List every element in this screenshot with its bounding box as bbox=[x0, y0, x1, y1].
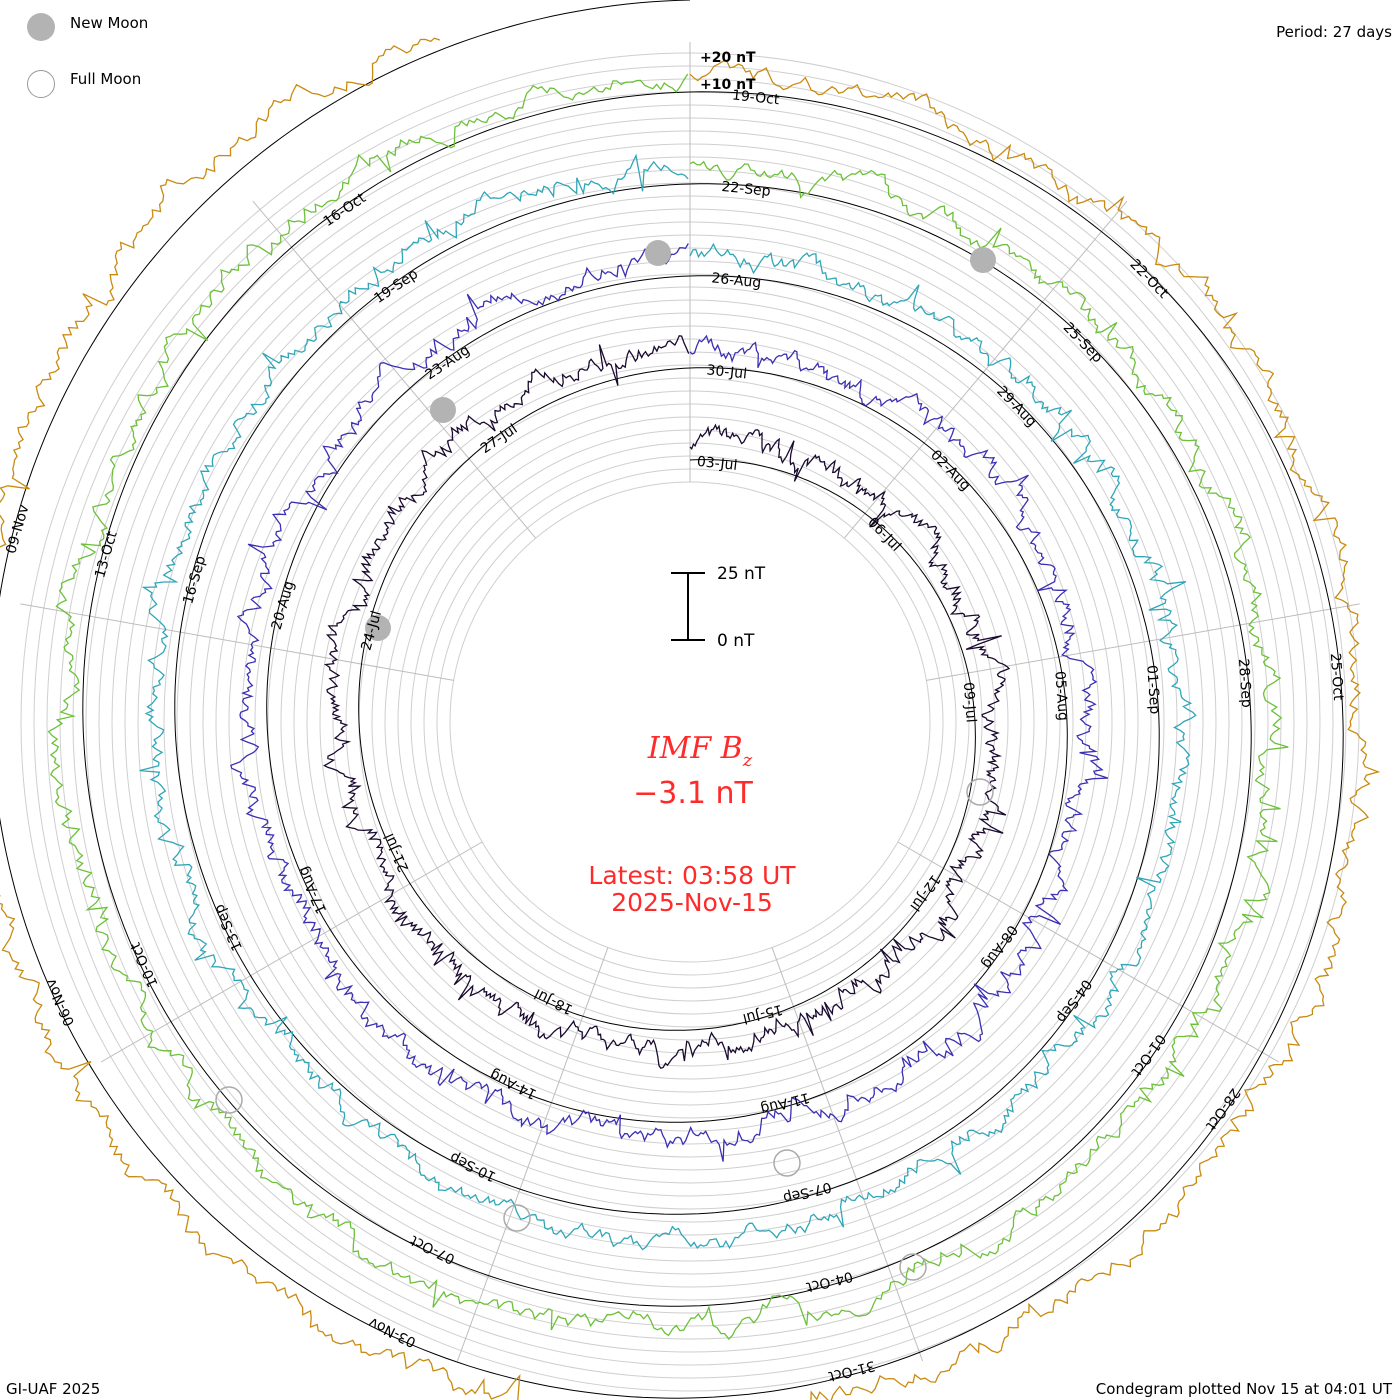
date-label: 26-Aug bbox=[711, 270, 762, 291]
new-moon-marker bbox=[365, 615, 391, 641]
date-label: 19-Oct bbox=[731, 87, 780, 108]
scale-bar: 25 nT 0 nT bbox=[671, 564, 766, 651]
date-label: 10-Oct bbox=[128, 939, 162, 989]
date-label: 16-Sep bbox=[180, 554, 209, 606]
ring-label-20: +20 nT bbox=[700, 50, 756, 66]
day-spoke bbox=[771, 947, 924, 1362]
ring-labels: +20 nT +10 nT bbox=[700, 50, 756, 93]
period-label: Period: 27 days bbox=[1276, 23, 1392, 41]
full-moon-marker bbox=[503, 1204, 531, 1232]
new-moon-legend-icon bbox=[27, 13, 55, 41]
new-moon-marker bbox=[430, 397, 456, 423]
date-label: 16-Oct bbox=[321, 190, 370, 230]
date-label: 30-Jul bbox=[706, 362, 748, 382]
date-label: 09-Nov bbox=[3, 503, 32, 556]
footer-plot-time: Condegram plotted Nov 15 at 04:01 UT bbox=[1095, 1380, 1392, 1398]
reference-ring bbox=[358, 390, 1022, 1054]
latest-date: 2025-Nov-15 bbox=[611, 888, 773, 917]
date-label: 06-Jul bbox=[864, 514, 904, 554]
day-spoke bbox=[20, 603, 454, 681]
day-spoke bbox=[843, 200, 1128, 539]
baseline-spiral bbox=[174, 183, 1160, 1215]
bz-trace-cycle-2 bbox=[230, 243, 1109, 1162]
quantity-label: IMF Bz bbox=[647, 731, 753, 771]
date-label: 25-Sep bbox=[1060, 320, 1106, 367]
date-label: 02-Aug bbox=[927, 447, 973, 494]
bz-trace-cycle-5 bbox=[0, 37, 1381, 1400]
full-moon-marker bbox=[899, 1253, 927, 1281]
day-spoke bbox=[100, 841, 483, 1063]
day-spoke bbox=[252, 200, 537, 539]
scale-bar-bottom-label: 0 nT bbox=[717, 631, 755, 651]
new-moon-marker bbox=[970, 247, 996, 273]
date-label: 04-Oct bbox=[804, 1268, 854, 1295]
full-moon-marker bbox=[966, 778, 994, 806]
latest-time: Latest: 03:58 UT bbox=[588, 861, 796, 890]
reference-ring bbox=[384, 416, 996, 1028]
date-label: 10-Sep bbox=[447, 1149, 498, 1185]
bz-trace-cycle-1 bbox=[323, 335, 1011, 1069]
date-label: 17-Aug bbox=[295, 864, 330, 916]
scale-bar-top-label: 25 nT bbox=[717, 564, 766, 584]
date-label: 04-Sep bbox=[1053, 976, 1095, 1025]
full-moon-marker bbox=[215, 1086, 243, 1114]
date-label: 22-Sep bbox=[721, 179, 772, 200]
new-moon-marker bbox=[645, 240, 671, 266]
date-label: 06-Nov bbox=[43, 976, 78, 1028]
baseline-spiral bbox=[82, 91, 1252, 1307]
full-moon-legend-label: Full Moon bbox=[70, 70, 142, 88]
date-label: 28-Oct bbox=[1202, 1085, 1243, 1133]
day-spoke bbox=[897, 841, 1280, 1063]
date-label: 12-Jul bbox=[906, 871, 943, 913]
moon-markers bbox=[215, 240, 996, 1281]
bz-trace-cycle-3 bbox=[139, 153, 1197, 1251]
date-label: 29-Aug bbox=[993, 383, 1039, 430]
date-label: 03-Nov bbox=[366, 1314, 418, 1350]
ring-label-10: +10 nT bbox=[700, 77, 756, 93]
date-label: 07-Oct bbox=[408, 1231, 458, 1266]
new-moon-legend-label: New Moon bbox=[70, 14, 149, 32]
date-label: 03-Jul bbox=[696, 454, 738, 474]
bz-value: −3.1 nT bbox=[633, 776, 753, 811]
date-label: 25-Oct bbox=[1327, 653, 1346, 702]
date-label: 22-Oct bbox=[1127, 256, 1172, 302]
date-label: 05-Aug bbox=[1051, 671, 1070, 722]
bz-trace-cycle-4 bbox=[47, 73, 1289, 1340]
date-label: 18-Jul bbox=[532, 985, 575, 1017]
day-spoke bbox=[926, 603, 1360, 681]
date-label: 28-Sep bbox=[1235, 658, 1254, 708]
reference-ring bbox=[397, 429, 983, 1015]
date-label: 07-Sep bbox=[781, 1178, 833, 1205]
date-label: 09-Jul bbox=[960, 682, 979, 724]
baseline-spiral bbox=[0, 0, 1344, 1399]
date-label: 01-Sep bbox=[1143, 664, 1162, 714]
full-moon-legend-icon bbox=[27, 70, 55, 98]
center-readout: IMF Bz −3.1 nT Latest: 03:58 UT 2025-Nov… bbox=[588, 731, 796, 917]
date-label: 31-Oct bbox=[826, 1357, 876, 1384]
footer-credit: GI-UAF 2025 bbox=[6, 1380, 101, 1398]
baseline-spiral bbox=[358, 367, 976, 1031]
baseline-spiral bbox=[266, 275, 1068, 1123]
full-moon-marker bbox=[773, 1149, 801, 1177]
